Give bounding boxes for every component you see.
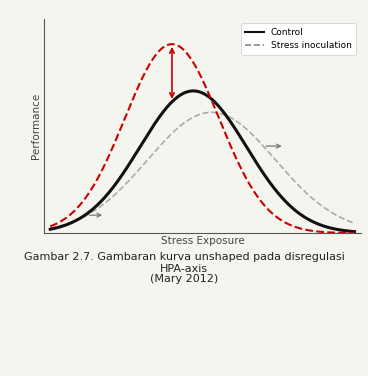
Text: (Mary 2012): (Mary 2012) bbox=[150, 274, 218, 285]
Legend: Control, Stress inoculation: Control, Stress inoculation bbox=[241, 23, 356, 55]
X-axis label: Stress Exposure: Stress Exposure bbox=[160, 236, 244, 246]
Y-axis label: Performance: Performance bbox=[31, 93, 41, 159]
Text: Gambar 2.7. Gambaran kurva unshaped pada disregulasi HPA-axis: Gambar 2.7. Gambaran kurva unshaped pada… bbox=[24, 252, 344, 273]
